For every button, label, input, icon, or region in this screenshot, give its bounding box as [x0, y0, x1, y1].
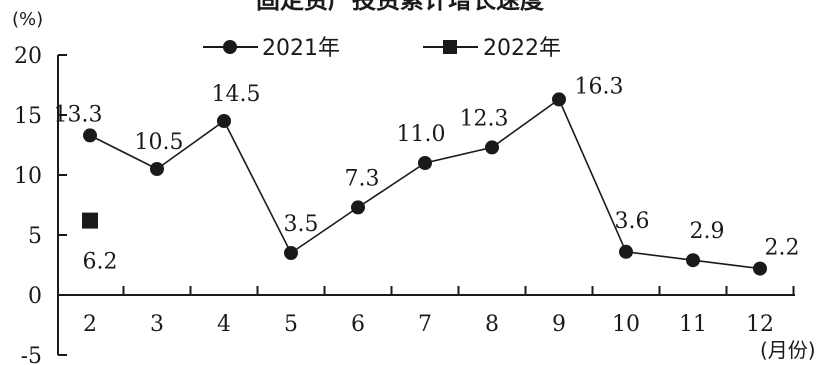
x-tick-label: 7	[418, 312, 432, 337]
legend: 2021年 2022年	[203, 36, 561, 61]
data-label: 11.0	[397, 122, 446, 147]
data-label: 2.9	[690, 219, 725, 244]
x-tick-label: 3	[150, 312, 164, 337]
x-tick-label: 4	[217, 312, 231, 337]
legend-marker-circle	[223, 40, 237, 54]
data-point	[753, 261, 767, 276]
axes: -5 0 5 10 15 20 2 3 4 5 6 7 8 9 10 11 12	[14, 44, 795, 365]
data-label: 16.3	[575, 74, 624, 99]
x-tick-label: 6	[351, 312, 365, 337]
legend-item-2021: 2021年	[203, 36, 340, 61]
data-labels: 13.3 10.5 14.5 3.5 7.3 11.0 12.3 16.3 3.6 2.9 2.2 6…	[54, 74, 800, 274]
data-label: 2.2	[765, 236, 800, 261]
data-label: 3.5	[284, 212, 319, 237]
x-tick-label: 12	[746, 312, 774, 337]
x-tick-label: 5	[284, 312, 298, 337]
chart-title: 固定资产投资累计增长速度	[256, 0, 545, 14]
series-layer	[82, 92, 767, 276]
data-point	[150, 162, 164, 176]
data-point	[83, 128, 97, 143]
data-point	[351, 200, 365, 215]
y-tick-label: 10	[14, 164, 42, 189]
y-axis-unit: (%)	[12, 9, 43, 30]
legend-item-2022: 2022年	[423, 36, 561, 61]
legend-label-2022: 2022年	[483, 36, 561, 61]
x-tick-label: 10	[612, 312, 640, 337]
data-point	[619, 244, 633, 259]
data-label: 13.3	[54, 102, 103, 127]
y-tick-label: -5	[21, 344, 42, 365]
data-point	[284, 246, 298, 260]
legend-label-2021: 2021年	[262, 36, 340, 61]
data-point	[686, 253, 700, 268]
data-label: 14.5	[212, 82, 261, 107]
data-point	[552, 92, 566, 107]
y-tick-label: 15	[14, 104, 42, 129]
x-tick-label: 2	[83, 312, 97, 337]
data-label: 12.3	[460, 106, 509, 131]
data-label: 7.3	[345, 166, 380, 191]
x-tick-label: 11	[679, 312, 707, 337]
data-label: 6.2	[83, 250, 118, 275]
legend-marker-square	[443, 40, 457, 54]
data-point	[82, 212, 98, 229]
y-tick-label: 20	[14, 44, 42, 69]
data-label: 3.6	[615, 209, 650, 234]
y-tick-label: 0	[28, 284, 42, 309]
x-tick-label: 8	[485, 312, 499, 337]
data-point	[217, 114, 231, 128]
x-tick-label: 9	[552, 312, 566, 337]
data-point	[485, 140, 499, 155]
y-tick-label: 5	[28, 224, 42, 249]
data-label: 10.5	[135, 130, 184, 155]
x-axis-unit: (月份)	[760, 338, 816, 362]
data-point	[418, 156, 432, 170]
